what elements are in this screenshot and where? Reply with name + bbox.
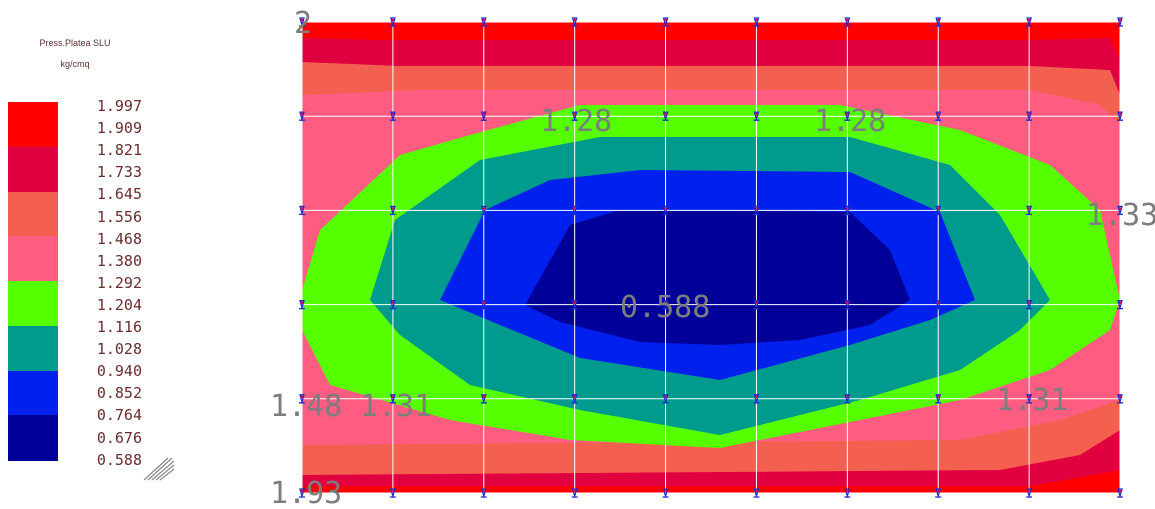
mesh-node: [935, 205, 942, 216]
mesh-node: [844, 205, 851, 216]
mesh-node: [1026, 394, 1033, 405]
mesh-node: [1117, 394, 1123, 405]
legend-tick-label: 0.764: [96, 406, 142, 425]
mesh-node: [1026, 111, 1033, 122]
mesh-node: [571, 17, 578, 28]
contour-value-label: 1.48: [270, 389, 342, 424]
contour-value-label: 2: [294, 6, 312, 41]
mesh-node: [1026, 205, 1033, 216]
mesh-node: [844, 488, 851, 499]
mesh-node: [662, 17, 669, 28]
mesh-node: [844, 17, 851, 28]
mesh-node: [935, 111, 942, 122]
contour-value-label: 1.28: [814, 104, 886, 139]
mesh-node: [1026, 17, 1033, 28]
legend-title: Press.Platea SLU: [39, 38, 111, 48]
mesh-node: [935, 17, 942, 28]
legend-swatch: [8, 191, 58, 237]
mesh-node: [844, 299, 851, 310]
legend-tick-label: 1.733: [96, 163, 142, 182]
contour-value-label: 1.31: [360, 389, 432, 424]
mesh-node: [299, 299, 305, 310]
mesh-node: [935, 394, 942, 405]
mesh-node: [935, 488, 942, 499]
mesh-node: [1026, 488, 1033, 499]
mesh-node: [1117, 299, 1123, 310]
mesh-node: [844, 111, 851, 122]
mesh-node: [480, 394, 487, 405]
contour-band: [525, 210, 910, 345]
legend-tick-label: 0.676: [96, 428, 142, 447]
legend-tick-label: 1.028: [96, 340, 142, 359]
legend-tick-label: 1.821: [96, 141, 142, 160]
legend-tick-label: 1.556: [96, 207, 142, 226]
mesh-node: [662, 111, 669, 122]
legend-swatch: [8, 370, 58, 416]
mesh-node: [753, 299, 760, 310]
mesh-node: [1117, 111, 1123, 122]
contour-value-label: 1.31: [996, 383, 1068, 418]
legend-tick-label: 0.940: [96, 362, 142, 381]
mesh-node: [753, 488, 760, 499]
legend-swatch: [8, 236, 58, 282]
mesh-node: [1117, 488, 1123, 499]
mesh-node: [480, 205, 487, 216]
contour-value-label: 1.33: [1086, 198, 1155, 233]
mesh-node: [753, 394, 760, 405]
legend-tick-label: 1.997: [96, 97, 142, 115]
mesh-node: [662, 299, 669, 310]
legend-tick-label: 1.116: [96, 318, 142, 336]
mesh-node: [1026, 299, 1033, 310]
contour-value-label: 1.93: [270, 476, 342, 509]
legend-swatch: [8, 281, 58, 327]
mesh-node: [1117, 17, 1123, 28]
mesh-node: [571, 488, 578, 499]
legend-tick-label: 1.292: [96, 273, 142, 292]
mesh-node: [299, 111, 305, 122]
legend-tick-label: 0.852: [96, 384, 142, 403]
mesh-node: [753, 111, 760, 122]
mesh-node: [1117, 205, 1123, 216]
mesh-node: [299, 394, 305, 405]
mesh-node: [480, 488, 487, 499]
mesh-node: [844, 394, 851, 405]
legend-tick-label: 1.468: [96, 229, 142, 248]
mesh-node: [571, 394, 578, 405]
mesh-node: [480, 111, 487, 122]
mesh-node: [389, 205, 396, 216]
mesh-node: [299, 17, 305, 28]
legend-tick-label: 1.645: [96, 185, 142, 204]
legend-tick-label: 1.204: [96, 295, 142, 314]
legend-tick-label: 1.380: [96, 251, 142, 270]
mesh-node: [662, 394, 669, 405]
mesh-node: [935, 299, 942, 310]
legend-tick-label: 1.909: [96, 119, 142, 138]
mesh-node: [480, 299, 487, 310]
mesh-node: [571, 299, 578, 310]
mesh-node: [662, 205, 669, 216]
mesh-node: [571, 205, 578, 216]
legend-swatch: [8, 325, 58, 371]
mesh-node: [480, 17, 487, 28]
mesh-node: [389, 488, 396, 499]
mesh-node: [662, 488, 669, 499]
legend-unit: kg/cmq: [60, 59, 90, 69]
mesh-node: [299, 488, 305, 499]
mesh-node: [389, 111, 396, 122]
mesh-node: [753, 205, 760, 216]
contour-value-label: 0.588: [620, 290, 710, 325]
mesh-node: [389, 17, 396, 28]
legend-swatch: [8, 415, 58, 461]
mesh-node: [571, 111, 578, 122]
mesh-node: [753, 17, 760, 28]
mesh-node: [389, 394, 396, 405]
legend-swatch: [8, 102, 58, 148]
legend-swatch: [8, 146, 58, 192]
legend-tick-label: 0.588: [96, 450, 142, 469]
mesh-node: [389, 299, 396, 310]
contour-value-label: 1.28: [540, 104, 612, 139]
hatch-icon: [143, 457, 175, 481]
mesh-node: [299, 205, 305, 216]
